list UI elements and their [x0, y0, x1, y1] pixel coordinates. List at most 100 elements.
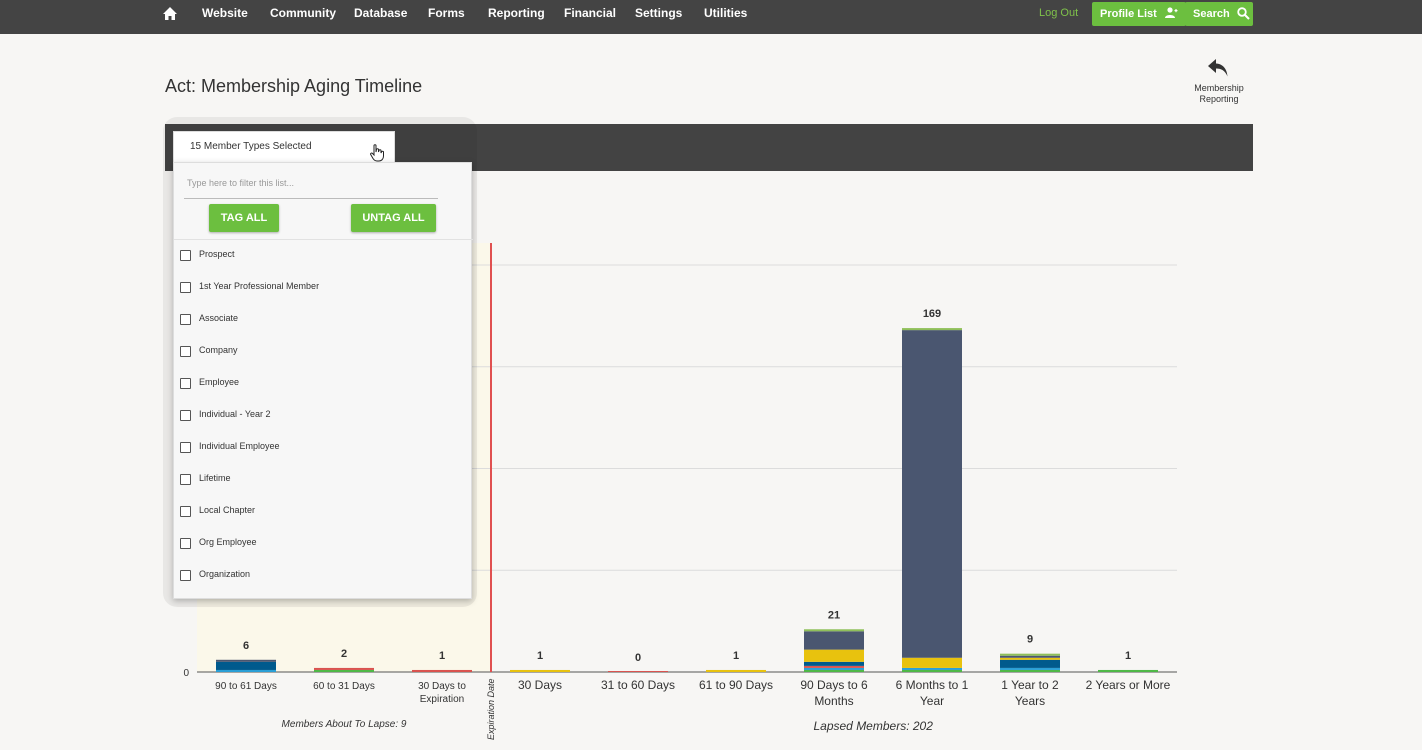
bar-total-label: 169 [923, 308, 941, 320]
member-type-label: Individual - Year 2 [199, 409, 271, 419]
bar-segment [1000, 667, 1060, 670]
nav-utilities[interactable]: Utilities [704, 6, 748, 20]
member-type-checkbox[interactable] [180, 346, 191, 357]
member-type-item[interactable]: Local Chapter [174, 495, 473, 527]
nav-database[interactable]: Database [354, 6, 408, 20]
bar-segment [1098, 669, 1158, 672]
profile-list-button[interactable]: Profile List [1092, 2, 1186, 26]
member-type-label: Org Employee [199, 537, 257, 547]
member-type-list: Prospect 1st Year Professional Member Asso… [174, 239, 473, 591]
bar-segment [1000, 653, 1060, 656]
bar-total-label: 0 [635, 652, 641, 664]
search-icon [1237, 6, 1250, 20]
bar-segment [216, 661, 276, 670]
bar-segment [902, 330, 962, 658]
member-type-item[interactable]: Lifetime [174, 463, 473, 495]
member-type-checkbox[interactable] [180, 570, 191, 581]
bar-group [216, 659, 276, 672]
member-type-label: Individual Employee [199, 441, 280, 451]
logout-link[interactable]: Log Out [1039, 7, 1079, 19]
nav-website[interactable]: Website [202, 6, 248, 20]
member-type-item[interactable]: Company [174, 335, 473, 367]
bar-segment [902, 328, 962, 331]
member-type-item[interactable]: Org Employee [174, 527, 473, 559]
search-label: Search [1193, 8, 1230, 20]
bar-segment [902, 669, 962, 672]
member-type-item[interactable]: Individual Employee [174, 431, 473, 463]
member-type-checkbox[interactable] [180, 474, 191, 485]
bar-segment [902, 667, 962, 670]
bar-segment [804, 649, 864, 662]
member-type-checkbox[interactable] [180, 282, 191, 293]
x-tick-label: 90 Days to 6 [800, 678, 868, 692]
bar-segment [216, 669, 276, 672]
member-type-label: Prospect [199, 249, 235, 259]
x-tick-label: 6 Months to 1 [896, 678, 969, 692]
nav-financial[interactable]: Financial [564, 6, 617, 20]
bar-total-label: 1 [439, 650, 445, 662]
bar-group [706, 669, 766, 672]
bar-group [902, 328, 962, 672]
page-title: Act: Membership Aging Timeline [165, 76, 423, 96]
bar-group [510, 669, 570, 672]
hand-cursor-icon [370, 144, 384, 162]
member-type-item[interactable]: Associate [174, 303, 473, 335]
nav-forms[interactable]: Forms [428, 6, 465, 20]
undo-arrow-icon [1208, 59, 1228, 77]
member-type-select-label: 15 Member Types Selected [190, 141, 312, 152]
filter-list-input[interactable] [184, 168, 438, 199]
bar-total-label: 21 [828, 609, 840, 621]
member-type-checkbox[interactable] [180, 538, 191, 549]
bar-segment [804, 629, 864, 632]
bar-segment [1000, 657, 1060, 660]
member-type-checkbox[interactable] [180, 378, 191, 389]
membership-reporting-link[interactable]: Membership Reporting [1186, 56, 1252, 104]
member-type-checkbox[interactable] [180, 506, 191, 517]
profile-list-icon [1164, 7, 1178, 19]
x-tick-label: 61 to 90 Days [699, 678, 773, 692]
tag-all-button[interactable]: TAG ALL [209, 204, 279, 232]
bar-segment [1000, 655, 1060, 658]
nav-reporting[interactable]: Reporting [488, 6, 545, 20]
x-tick-label: Years [1015, 694, 1045, 708]
member-type-label: Local Chapter [199, 505, 256, 515]
bar-total-label: 6 [243, 640, 249, 652]
home-icon[interactable] [162, 6, 178, 22]
lapsed-members-summary: Lapsed Members: 202 [813, 719, 933, 733]
member-type-label: Associate [199, 313, 239, 323]
bar-segment [804, 631, 864, 650]
member-type-item[interactable]: Prospect [174, 239, 473, 271]
bar-segment [706, 669, 766, 672]
y-tick-label: 0 [183, 668, 189, 679]
bar-total-label: 2 [341, 648, 347, 660]
bar-segment [902, 657, 962, 668]
x-tick-label: Months [814, 694, 853, 708]
member-type-select[interactable]: 15 Member Types Selected [173, 131, 395, 163]
member-type-checkbox[interactable] [180, 250, 191, 261]
bar-group [314, 667, 374, 672]
member-type-label: Organization [199, 569, 251, 579]
bar-total-label: 9 [1027, 634, 1033, 646]
member-type-checkbox[interactable] [180, 410, 191, 421]
about-to-lapse-summary: Members About To Lapse: 9 [282, 719, 407, 730]
bar-segment [412, 669, 472, 672]
top-nav: Website Community Database Forms Reporti… [0, 0, 1422, 34]
member-type-item[interactable]: 1st Year Professional Member [174, 271, 473, 303]
bar-segment [314, 669, 374, 672]
membership-reporting-label-2: Reporting [1199, 94, 1239, 104]
untag-all-button[interactable]: UNTAG ALL [351, 204, 436, 232]
member-type-item[interactable]: Employee [174, 367, 473, 399]
nav-settings[interactable]: Settings [635, 6, 683, 20]
bar-group [1098, 669, 1158, 672]
member-type-item[interactable]: Individual - Year 2 [174, 399, 473, 431]
search-button[interactable]: Search [1185, 2, 1253, 26]
bar-total-label: 1 [733, 650, 739, 662]
nav-community[interactable]: Community [270, 6, 336, 20]
bar-segment [804, 667, 864, 670]
member-type-label: Employee [199, 377, 240, 387]
member-type-label: Lifetime [199, 473, 231, 483]
member-type-checkbox[interactable] [180, 314, 191, 325]
member-type-item[interactable]: Organization [174, 559, 473, 591]
bar-total-label: 1 [537, 650, 543, 662]
member-type-checkbox[interactable] [180, 442, 191, 453]
